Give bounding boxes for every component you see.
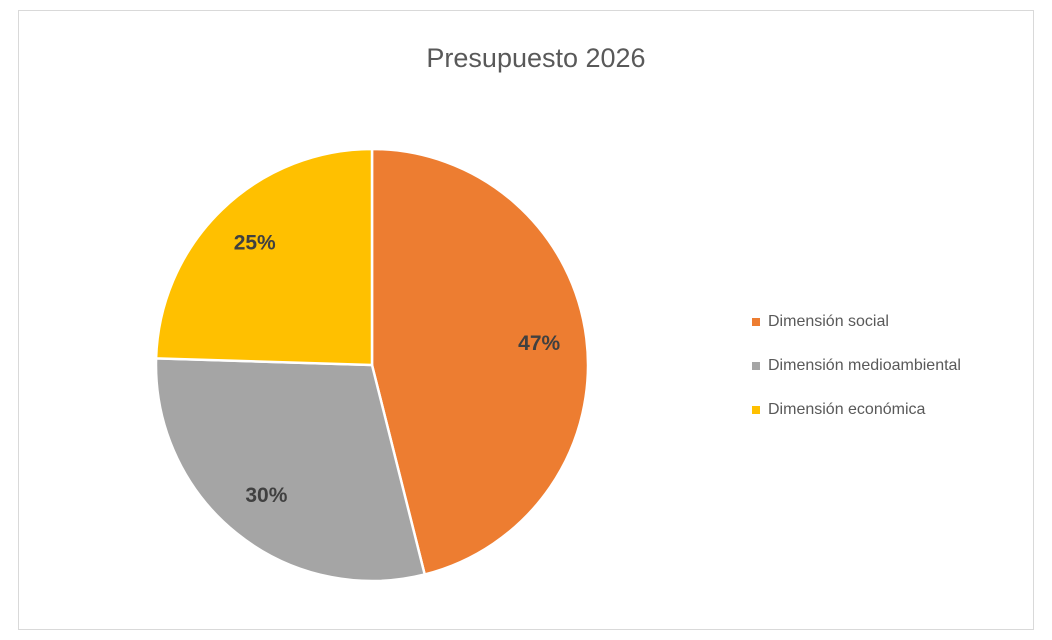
pie-slice (370, 147, 590, 576)
data-label: 47% (518, 332, 560, 355)
legend-marker (752, 406, 760, 414)
data-label: 30% (245, 484, 287, 507)
pie-slice (154, 357, 427, 583)
pie-slice (154, 147, 374, 367)
legend-marker (752, 318, 760, 326)
legend-label: Dimensión social (768, 313, 889, 330)
data-label: 25% (234, 232, 276, 255)
legend-marker (752, 362, 760, 370)
legend-label: Dimensión medioambiental (768, 357, 961, 374)
chart-title: Presupuesto 2026 (426, 43, 645, 73)
legend-label: Dimensión económica (768, 401, 926, 418)
